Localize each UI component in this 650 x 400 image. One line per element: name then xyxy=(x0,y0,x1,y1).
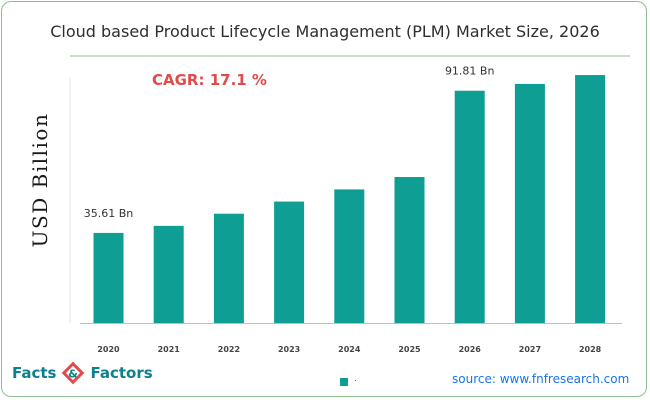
source-credit: source: www.fnfresearch.com xyxy=(452,372,630,386)
bar-2027 xyxy=(514,83,545,323)
legend-swatch xyxy=(340,378,348,386)
x-tick-label-2024: 2024 xyxy=(338,345,361,354)
x-tick-label-2025: 2025 xyxy=(398,345,421,354)
bar-2021 xyxy=(153,225,184,323)
x-tick-label-2026: 2026 xyxy=(459,345,482,354)
logo-mark-icon: & xyxy=(60,360,86,386)
x-tick-label-2027: 2027 xyxy=(519,345,541,354)
cagr-annotation: CAGR: 17.1 % xyxy=(152,71,267,89)
logo-word-right: Factors xyxy=(90,364,153,382)
logo-word-left: Facts xyxy=(12,364,57,382)
bar-2028 xyxy=(575,75,606,323)
bar-2024 xyxy=(334,189,365,323)
svg-text:&: & xyxy=(69,368,79,381)
chart-title: Cloud based Product Lifecycle Management… xyxy=(50,22,600,41)
facts-and-factors-logo: Facts & Factors xyxy=(12,360,153,386)
bar-2020 xyxy=(93,232,124,323)
title-divider xyxy=(70,55,630,57)
data-label-2026: 91.81 Bn xyxy=(445,65,495,78)
x-tick-label-2028: 2028 xyxy=(579,345,602,354)
bar-2022 xyxy=(213,213,244,323)
data-label-2020: 35.61 Bn xyxy=(84,207,134,220)
x-tick-label-2023: 2023 xyxy=(278,345,300,354)
bar-2023 xyxy=(274,201,305,323)
bar-2025 xyxy=(394,177,425,323)
x-tick-label-2022: 2022 xyxy=(218,345,240,354)
x-tick-label-2020: 2020 xyxy=(97,345,120,354)
legend-label: . xyxy=(354,374,357,384)
bar-2026 xyxy=(454,90,485,323)
x-tick-label-2021: 2021 xyxy=(158,345,181,354)
